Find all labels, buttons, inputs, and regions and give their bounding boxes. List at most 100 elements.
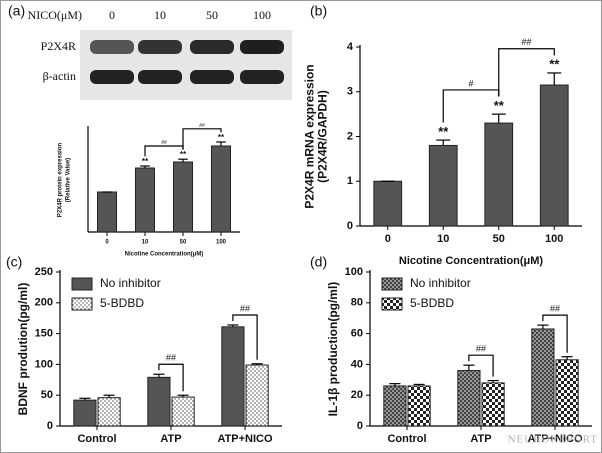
y-tick-label: 200: [35, 297, 53, 309]
bracket: [468, 354, 494, 377]
legend-swatch: [381, 297, 403, 311]
significance-bracket: #: [468, 78, 473, 88]
significance-bracket: ##: [240, 303, 250, 313]
significance: **: [438, 124, 449, 139]
significance-bracket: ##: [476, 343, 486, 353]
y-tick-label: 150: [35, 328, 53, 340]
x-tick-label: 0: [385, 233, 391, 245]
blot-band: [190, 70, 234, 84]
bar: [457, 370, 481, 427]
blot-band: [240, 40, 284, 54]
x-tick-label: ATP+NICO: [217, 433, 273, 445]
blot-band: [90, 40, 134, 54]
x-tick-label: 10: [437, 233, 449, 245]
significance: **: [549, 57, 560, 72]
significance-bracket: ##: [199, 123, 205, 129]
blot-band: [138, 40, 182, 54]
bar: [481, 382, 505, 427]
blot-band: [240, 70, 284, 84]
lane-label: 10: [154, 8, 166, 22]
significance-bracket: ##: [521, 37, 531, 47]
panel-label: (d): [310, 254, 327, 270]
blot-band: [138, 70, 182, 84]
bar: [211, 145, 231, 233]
significance: **: [180, 150, 187, 159]
legend-label: No inhibitor: [410, 276, 471, 290]
y-tick-label: 0: [47, 420, 53, 432]
bar: [73, 399, 97, 427]
y-axis-label: (Relative Value): [66, 158, 72, 202]
blot-row-label: P2X4R: [41, 39, 76, 53]
legend-swatch: [71, 277, 93, 291]
x-axis-label: Nicotine Concentration(μM): [125, 252, 204, 258]
bracket: [158, 363, 184, 392]
y-tick-label: 100: [345, 266, 363, 278]
watermark: NEUROREPORT: [508, 434, 598, 446]
x-tick-label: 100: [545, 233, 563, 245]
y-tick-label: 20: [351, 389, 363, 401]
y-axis-label: (P2X4R/GAPDH): [316, 90, 330, 183]
y-tick-label: 1: [347, 175, 353, 187]
bracket: [232, 314, 258, 360]
x-tick-label: 10: [142, 240, 149, 246]
blot-header: NICO(μM): [28, 8, 82, 22]
blot-row-label: β-actin: [43, 69, 76, 83]
bar: [407, 385, 431, 427]
legend-swatch: [71, 297, 93, 311]
bar: [373, 180, 403, 227]
y-axis-label: P2X4R protein expression: [58, 142, 64, 217]
y-axis-label: BDNF prodution(pg/ml): [16, 283, 30, 416]
x-axis-label: Nicotine Concentration(μM): [399, 255, 544, 267]
bracket: [542, 314, 568, 353]
y-tick-label: 100: [35, 358, 53, 370]
panel-label: (a): [8, 3, 25, 19]
bar: [539, 84, 569, 227]
y-tick-label: 0: [347, 220, 353, 232]
bar: [484, 122, 514, 227]
bar: [221, 326, 245, 427]
y-tick-label: 250: [35, 266, 53, 278]
bar: [173, 161, 193, 233]
bar: [171, 396, 195, 427]
panel-label: (b): [310, 3, 327, 19]
significance-bracket: ##: [166, 353, 176, 363]
x-tick-label: 50: [493, 233, 505, 245]
blot-band: [90, 70, 134, 84]
panel-label: (c): [6, 254, 22, 270]
bar: [135, 167, 155, 233]
significance-bracket: ##: [550, 303, 560, 313]
significance: **: [142, 157, 149, 166]
bar: [97, 397, 121, 427]
lane-label: 100: [253, 8, 271, 22]
x-tick-label: Control: [77, 433, 116, 445]
y-tick-label: 80: [351, 297, 363, 309]
bar: [555, 359, 579, 427]
y-tick-label: 0: [357, 420, 363, 432]
significance: **: [494, 98, 505, 113]
significance: **: [218, 133, 225, 142]
bracket: [182, 128, 222, 150]
x-tick-label: Control: [387, 433, 426, 445]
bar: [147, 376, 171, 427]
blot-band: [190, 40, 234, 54]
x-tick-label: ATP: [470, 433, 491, 445]
y-tick-label: 50: [41, 389, 53, 401]
bracket: [498, 48, 555, 97]
y-tick-label: 60: [351, 328, 363, 340]
y-tick-label: 4: [347, 41, 354, 53]
y-axis-label: P2X4R mRNA expression: [303, 64, 317, 208]
lane-label: 50: [206, 8, 218, 22]
bar: [245, 364, 269, 427]
legend-label: No inhibitor: [100, 276, 161, 290]
y-tick-label: 40: [351, 358, 363, 370]
x-tick-label: 100: [216, 240, 227, 246]
legend-label: 5-BDBD: [410, 296, 454, 310]
y-tick-label: 2: [347, 130, 353, 142]
bar: [383, 385, 407, 427]
y-axis-label: IL-1β production(pg/ml): [326, 282, 340, 417]
bar: [428, 144, 458, 227]
legend-label: 5-BDBD: [100, 296, 144, 310]
x-tick-label: 50: [180, 240, 187, 246]
significance-bracket: ##: [161, 140, 167, 146]
